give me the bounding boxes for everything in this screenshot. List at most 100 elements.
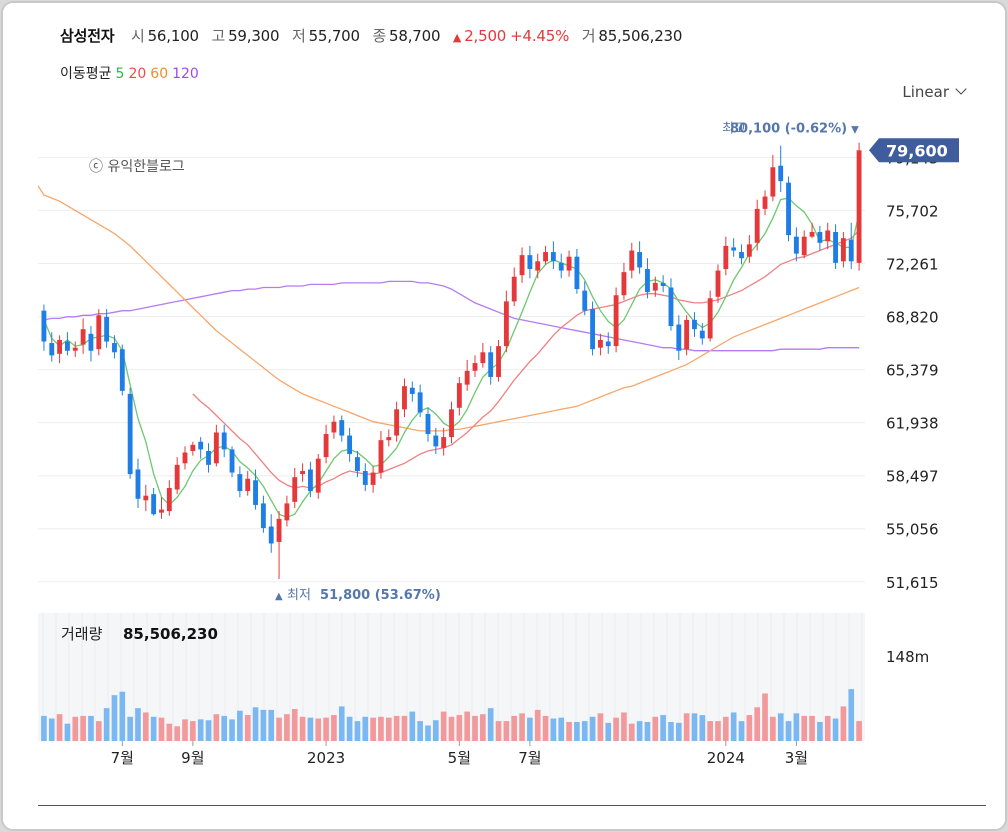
candle-body (229, 449, 235, 473)
candle (817, 225, 823, 251)
volume-bar (158, 717, 165, 741)
candle (621, 262, 627, 300)
candle (441, 427, 447, 456)
candle-body (166, 487, 172, 512)
ma-5-legend[interactable]: 5 (115, 66, 125, 82)
candle-body (151, 494, 157, 515)
volume-bar (409, 711, 416, 741)
candle-body (441, 437, 447, 448)
volume-bar (707, 721, 713, 741)
candle-body (57, 339, 63, 354)
candle-body (817, 232, 823, 243)
high-marker: 최고 80,100 (-0.62%) ▼ (722, 122, 859, 137)
candle (394, 401, 400, 442)
open-label: 시 (130, 27, 145, 45)
candle-body (840, 238, 846, 262)
candle-body (127, 393, 133, 475)
candle (41, 304, 47, 351)
y-axis-ticks: 51,615 55,056 58,497 61,938 65,379 68,820 72,2… (886, 149, 939, 591)
candle-body (597, 339, 603, 348)
ma-120-legend[interactable]: 120 (172, 66, 199, 82)
candles (41, 142, 862, 579)
volume-bar (284, 714, 290, 741)
moving-average-legend: 이동평균 5 20 60 120 (60, 63, 199, 83)
candle-body (574, 256, 580, 290)
candle-body (746, 244, 752, 257)
candle (417, 384, 423, 418)
candle (245, 471, 251, 496)
volume-bar (628, 723, 635, 741)
volume-bar (385, 717, 392, 741)
candle (535, 253, 541, 279)
volume-bar (323, 717, 329, 741)
y-tick-label: 61,938 (886, 415, 939, 433)
volume-bar (519, 713, 525, 741)
candle (88, 326, 94, 362)
volume-bar (832, 718, 839, 741)
low-marker-arrow-icon: ▲ (275, 591, 283, 602)
candle-body (770, 167, 776, 197)
candle-body (535, 261, 541, 271)
candle (96, 309, 102, 356)
candle (605, 332, 611, 354)
candle-body (519, 255, 525, 276)
candle (425, 407, 431, 442)
volume-bar (197, 719, 204, 741)
candle (848, 222, 854, 270)
candle (339, 415, 345, 442)
candle-body (511, 276, 517, 302)
volume-bar (378, 716, 384, 741)
current-price-tag: 79,600 (869, 138, 959, 163)
volume-bar (150, 716, 157, 741)
x-tick-label: 9월 (181, 749, 204, 767)
volume-bar (72, 716, 79, 741)
volume-bar (621, 712, 627, 741)
candle-body (253, 480, 258, 505)
candle-body (213, 432, 219, 464)
candle (456, 376, 462, 416)
volume-bar (331, 715, 337, 741)
candle-body (355, 457, 360, 472)
volume-bar (581, 721, 588, 741)
volume-bar (738, 721, 745, 741)
candle-body (49, 343, 55, 356)
candle-body (723, 245, 729, 270)
volume-bar (88, 715, 94, 741)
ma-60-legend[interactable]: 60 (150, 66, 169, 82)
candle-body (558, 262, 564, 271)
volume-bar (237, 710, 243, 741)
candle-body (637, 252, 643, 268)
candle-body (284, 503, 290, 521)
volume-bar (244, 715, 251, 741)
candle (260, 495, 266, 533)
volume-bar (715, 721, 721, 741)
candle (503, 290, 509, 353)
candle-body (260, 503, 266, 529)
candle (637, 241, 643, 274)
candle-body (527, 255, 533, 270)
volume-bar (675, 722, 682, 741)
volume-bar (668, 721, 674, 741)
x-tick-label: 7월 (518, 749, 541, 767)
low-marker: ▲ 최저 51,800 (53.67%) (275, 588, 441, 603)
candle-body (433, 435, 439, 447)
candle-body (221, 432, 227, 450)
volume-value: 85,506,230 (598, 27, 683, 45)
candle (362, 463, 368, 492)
scale-dropdown[interactable]: Linear (902, 83, 967, 101)
candle-body (159, 509, 164, 513)
candle-body (449, 409, 454, 438)
candle (229, 446, 235, 478)
candle (315, 454, 321, 499)
candle (347, 427, 353, 462)
candle (511, 267, 517, 307)
candle (809, 222, 815, 239)
ma-20-legend[interactable]: 20 (128, 66, 147, 82)
x-tick-label: 2023 (307, 749, 345, 767)
candle-body (786, 182, 791, 236)
candle (104, 309, 110, 348)
candle (574, 248, 580, 294)
candle (323, 424, 329, 464)
candle-body (409, 387, 415, 394)
volume-bar (315, 718, 322, 741)
